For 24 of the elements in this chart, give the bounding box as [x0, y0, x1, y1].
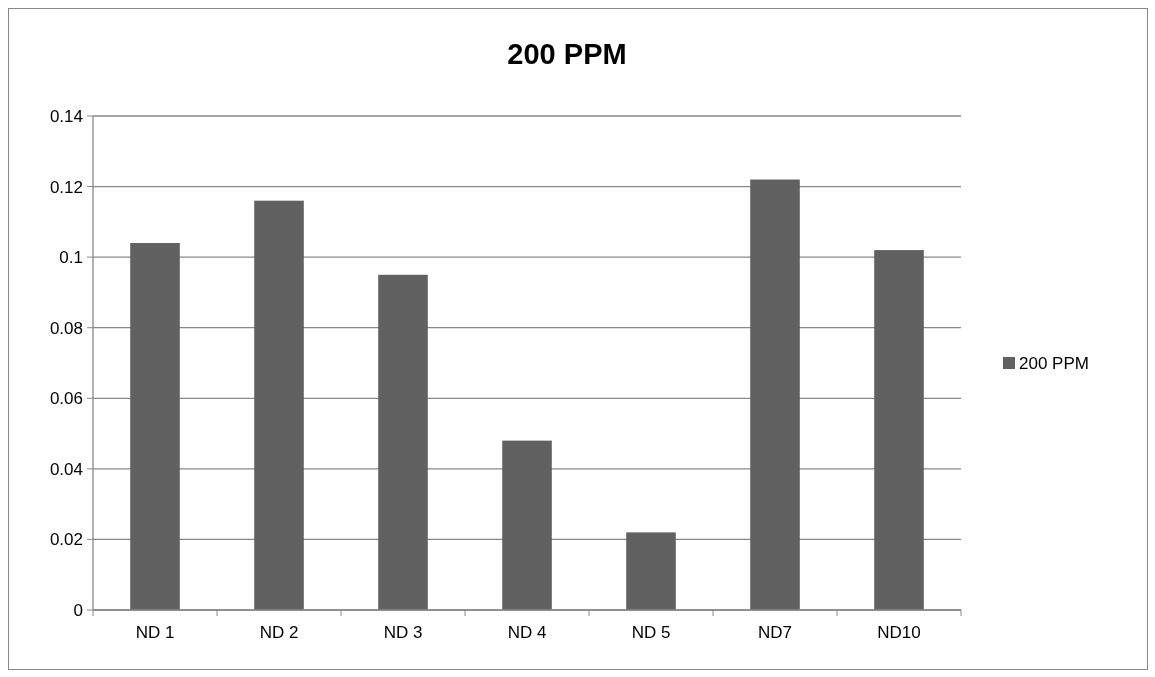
x-tick-label: ND 2 — [259, 623, 299, 642]
chart-title: 200 PPM — [507, 38, 627, 70]
y-tick-label: 0.12 — [49, 177, 83, 197]
y-tick-label: 0.04 — [49, 459, 83, 479]
y-tick-label: 0.14 — [49, 106, 83, 126]
bar — [130, 243, 180, 610]
bar — [626, 532, 676, 610]
x-tick-label: ND 1 — [135, 623, 175, 642]
x-tick-label: ND10 — [877, 623, 921, 642]
x-tick-label: ND 3 — [383, 623, 423, 642]
bar — [378, 274, 428, 610]
bar — [874, 250, 924, 610]
x-tick-label: ND7 — [757, 623, 793, 642]
y-tick-label: 0.08 — [49, 318, 83, 338]
x-tick-label: ND 5 — [631, 623, 671, 642]
y-tick-label: 0.06 — [49, 389, 83, 409]
y-tick-label: 0 — [73, 600, 83, 620]
y-tick-label: 0.1 — [59, 248, 83, 268]
x-tick-label: ND 4 — [507, 623, 547, 642]
y-tick-label: 0.02 — [49, 530, 83, 550]
bar — [750, 179, 800, 610]
legend-label: 200 PPM — [1019, 353, 1089, 373]
bar — [502, 440, 552, 610]
bar — [254, 200, 304, 610]
